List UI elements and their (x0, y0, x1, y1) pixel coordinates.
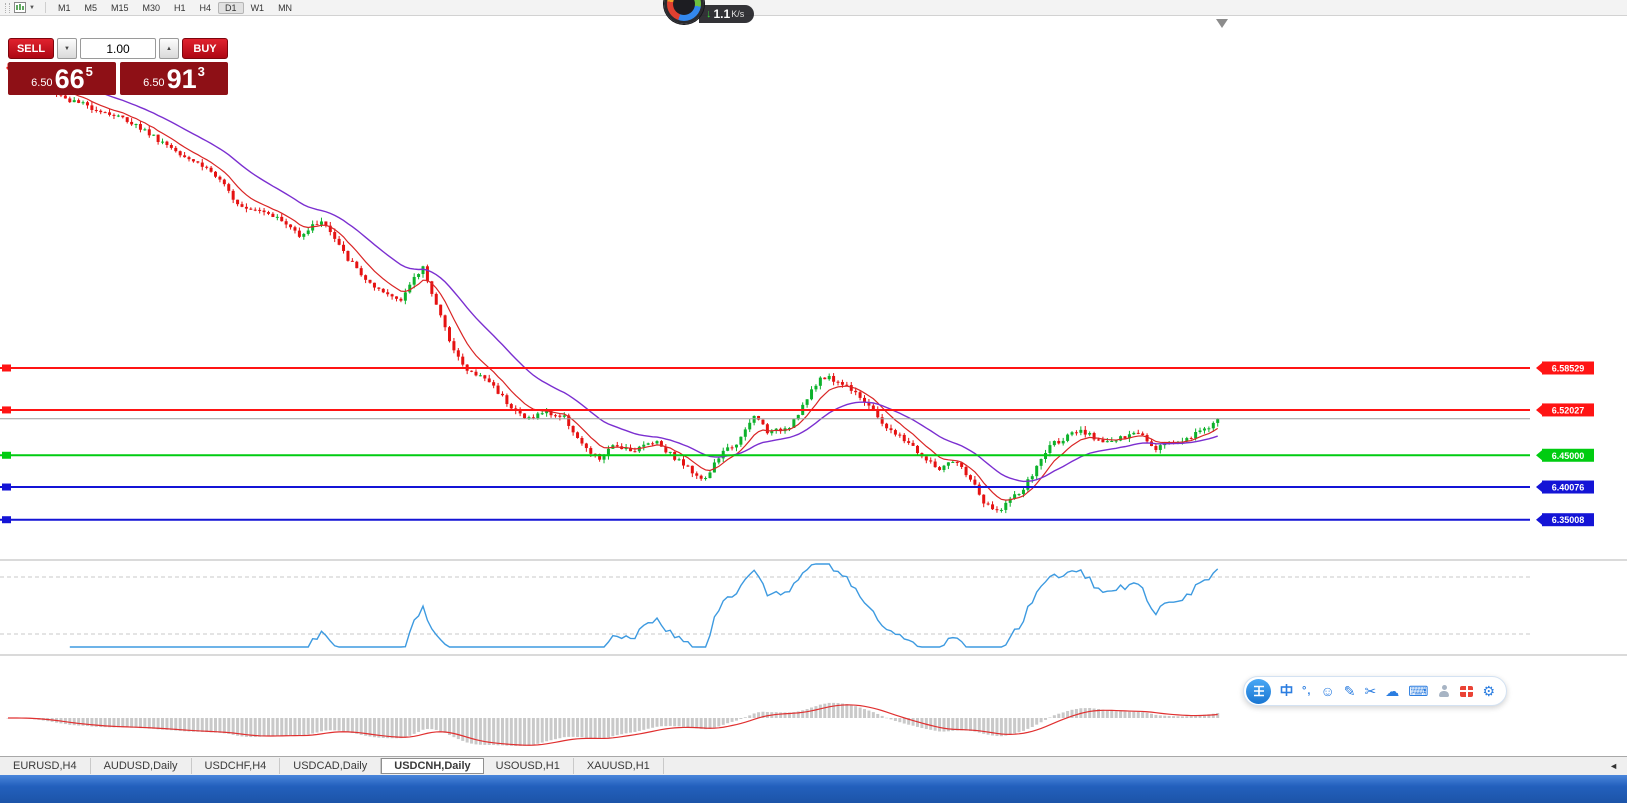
network-speed-overlay[interactable]: ↓ 1.1 K/s (664, 0, 755, 24)
svg-text:6.58529: 6.58529 (1552, 364, 1585, 374)
buy-price-pipette: 3 (197, 64, 205, 79)
scissors-screenshot-icon[interactable]: ✂ (1364, 683, 1377, 699)
cloud-sync-icon[interactable]: ☁ (1385, 683, 1400, 699)
toolbar-separator (44, 2, 46, 13)
speed-value: 1.1 (713, 7, 731, 21)
speed-readout: ↓ 1.1 K/s (699, 5, 755, 23)
timeframe-w1[interactable]: W1 (250, 2, 265, 13)
toolbar-grip[interactable] (5, 2, 10, 13)
volume-down-button[interactable]: ▼ (57, 38, 77, 59)
sogou-logo-icon[interactable] (1246, 678, 1271, 704)
svg-text:6.45000: 6.45000 (1552, 451, 1585, 461)
buy-price-big: 91 (166, 64, 197, 95)
windows-taskbar[interactable] (0, 775, 1627, 803)
handwriting-pencil-icon[interactable]: ✎ (1343, 683, 1356, 699)
sell-price-prefix: 6.50 (31, 77, 53, 89)
tab-audusd-daily[interactable]: AUDUSD,Daily (91, 758, 192, 774)
tab-xauusd-h1[interactable]: XAUUSD,H1 (574, 758, 664, 774)
tab-usdcad-daily[interactable]: USDCAD,Daily (280, 758, 382, 774)
volume-up-button[interactable]: ▲ (159, 38, 179, 59)
timeframe-m5[interactable]: M5 (84, 2, 97, 13)
gift-icon[interactable] (1460, 685, 1474, 697)
timeframe-m15[interactable]: M15 (110, 2, 129, 13)
svg-text:6.52027: 6.52027 (1552, 405, 1585, 415)
chart-area[interactable]: 6.58529 6.52027 6.45000 6.40076 6.35008 SELL… (0, 16, 1627, 755)
timeframe-mn[interactable]: MN (278, 2, 293, 13)
timeframe-m30[interactable]: M30 (142, 2, 161, 13)
emoji-icon[interactable]: ☺ (1320, 683, 1335, 699)
price-chart[interactable]: 6.58529 6.52027 6.45000 6.40076 6.35008 (0, 16, 1627, 755)
ime-toolbar: °, ☺ ✎ ✂ ☁ ⌨ ⚙ (1243, 676, 1508, 706)
sell-price-pipette: 5 (85, 64, 93, 79)
timeframe-h4[interactable]: H4 (199, 2, 212, 13)
chevron-down-icon[interactable]: ▼ (29, 4, 35, 11)
tab-eurusd-h4[interactable]: EURUSD,H4 (0, 758, 91, 774)
buy-button[interactable]: BUY (182, 38, 228, 59)
chart-window-icon[interactable] (14, 2, 26, 13)
sell-price-big: 66 (54, 64, 85, 95)
timeframe-d1[interactable]: D1 (218, 1, 244, 14)
volume-input[interactable] (80, 38, 156, 59)
one-click-trading-panel: SELL ▼ ▲ BUY 6.50 66 5 6.50 91 3 (8, 38, 228, 95)
tab-usousd-h1[interactable]: USOUSD,H1 (483, 758, 574, 774)
period-toolbar: ▼ M1 M5 M15 M30 H1 H4 D1 W1 MN (0, 0, 1627, 16)
svg-text:6.35008: 6.35008 (1552, 515, 1585, 525)
speed-unit: K/s (731, 9, 745, 19)
tab-usdcnh-daily[interactable]: USDCNH,Daily (381, 758, 484, 774)
sell-price[interactable]: 6.50 66 5 (8, 62, 116, 95)
tab-usdchf-h4[interactable]: USDCHF,H4 (192, 758, 281, 774)
sell-button[interactable]: SELL (8, 38, 54, 59)
chinese-mode-icon[interactable] (1280, 683, 1293, 699)
buy-price-prefix: 6.50 (143, 77, 165, 89)
punctuation-mode-icon[interactable]: °, (1302, 684, 1312, 697)
account-icon[interactable] (1437, 684, 1451, 698)
settings-gear-icon[interactable]: ⚙ (1482, 683, 1496, 699)
virtual-keyboard-icon[interactable]: ⌨ (1408, 683, 1429, 699)
timeframe-m1[interactable]: M1 (57, 2, 71, 13)
speed-gauge-icon (664, 0, 704, 24)
tab-scroll-left-icon[interactable]: ◄ (1609, 761, 1618, 771)
download-arrow-icon: ↓ (706, 8, 712, 20)
svg-text:6.40076: 6.40076 (1552, 483, 1585, 493)
timeframe-h1[interactable]: H1 (174, 2, 186, 13)
chart-tab-bar: EURUSD,H4 AUDUSD,Daily USDCHF,H4 USDCAD,… (0, 756, 1627, 775)
buy-price[interactable]: 6.50 91 3 (120, 62, 228, 95)
